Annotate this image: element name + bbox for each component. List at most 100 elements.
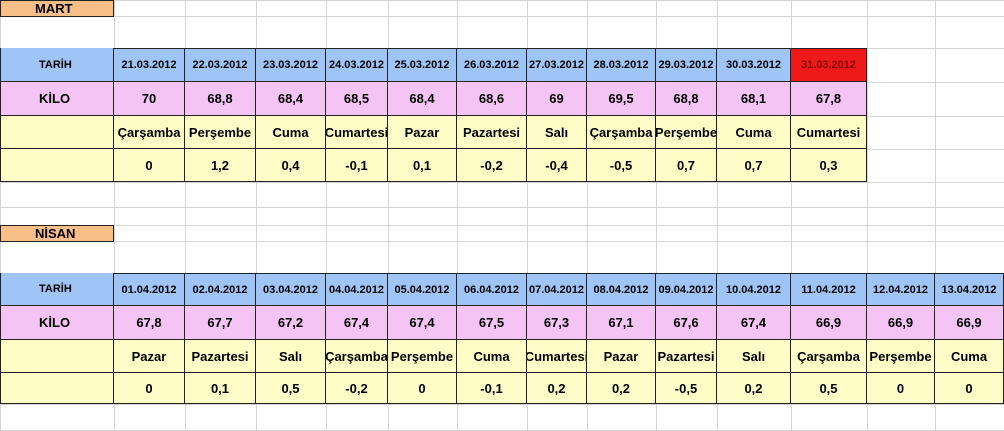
nisan-day-cell[interactable]: Cuma	[457, 340, 527, 373]
mart-date-cell[interactable]: 23.03.2012	[256, 48, 326, 82]
nisan-diff-cell[interactable]: 0,5	[791, 373, 867, 404]
mart-diff-cell[interactable]: -0,1	[326, 149, 388, 182]
nisan-diff-cell[interactable]: 0,2	[717, 373, 791, 404]
nisan-date-cell[interactable]: 03.04.2012	[256, 273, 326, 306]
mart-diff-cell[interactable]: 1,2	[185, 149, 256, 182]
nisan-day-cell[interactable]: Çarşamba	[791, 340, 867, 373]
mart-date-label[interactable]: TARİH	[0, 48, 114, 82]
mart-day-cell[interactable]: Pazar	[388, 116, 457, 149]
nisan-kilo-cell[interactable]: 67,8	[114, 306, 185, 340]
mart-date-cell-highlighted[interactable]: 31.03.2012	[791, 48, 867, 82]
mart-date-cell[interactable]: 21.03.2012	[114, 48, 185, 82]
mart-diff-cell[interactable]: -0,4	[527, 149, 587, 182]
nisan-day-cell[interactable]: Çarşamba	[326, 340, 388, 373]
nisan-kilo-cell[interactable]: 67,4	[717, 306, 791, 340]
mart-diff-cell[interactable]: 0,4	[256, 149, 326, 182]
nisan-diff-cell[interactable]: 0,1	[185, 373, 256, 404]
nisan-date-cell[interactable]: 13.04.2012	[935, 273, 1004, 306]
nisan-diff-cell[interactable]: 0,5	[256, 373, 326, 404]
nisan-date-cell[interactable]: 12.04.2012	[867, 273, 935, 306]
nisan-date-cell[interactable]: 06.04.2012	[457, 273, 527, 306]
nisan-day-cell[interactable]: Salı	[717, 340, 791, 373]
nisan-kilo-cell[interactable]: 67,4	[388, 306, 457, 340]
mart-day-cell[interactable]: Cumartesi	[791, 116, 867, 149]
nisan-kilo-cell[interactable]: 66,9	[935, 306, 1004, 340]
mart-diff-cell[interactable]: -0,5	[587, 149, 656, 182]
nisan-kilo-cell[interactable]: 67,2	[256, 306, 326, 340]
mart-day-cell[interactable]: Pazartesi	[457, 116, 527, 149]
nisan-kilo-cell[interactable]: 66,9	[791, 306, 867, 340]
mart-day-cell[interactable]: Perşembe	[185, 116, 256, 149]
mart-kilo-cell[interactable]: 69	[527, 82, 587, 116]
mart-diff-label-empty[interactable]	[0, 149, 114, 182]
mart-kilo-cell[interactable]: 68,5	[326, 82, 388, 116]
mart-day-label-empty[interactable]	[0, 116, 114, 149]
mart-day-cell[interactable]: Cuma	[717, 116, 791, 149]
mart-diff-cell[interactable]: 0	[114, 149, 185, 182]
mart-date-cell[interactable]: 25.03.2012	[388, 48, 457, 82]
nisan-diff-cell[interactable]: -0,5	[656, 373, 717, 404]
nisan-date-cell[interactable]: 10.04.2012	[717, 273, 791, 306]
nisan-kilo-cell[interactable]: 66,9	[867, 306, 935, 340]
nisan-date-cell[interactable]: 09.04.2012	[656, 273, 717, 306]
nisan-day-cell[interactable]: Perşembe	[388, 340, 457, 373]
mart-kilo-cell[interactable]: 68,8	[656, 82, 717, 116]
mart-kilo-cell[interactable]: 68,4	[256, 82, 326, 116]
nisan-date-cell[interactable]: 05.04.2012	[388, 273, 457, 306]
nisan-date-cell[interactable]: 02.04.2012	[185, 273, 256, 306]
nisan-kilo-cell[interactable]: 67,4	[326, 306, 388, 340]
mart-kilo-cell[interactable]: 70	[114, 82, 185, 116]
nisan-date-cell[interactable]: 07.04.2012	[527, 273, 587, 306]
mart-kilo-cell[interactable]: 67,8	[791, 82, 867, 116]
nisan-day-cell[interactable]: Cumartesi	[527, 340, 587, 373]
nisan-day-cell[interactable]: Pazar	[587, 340, 656, 373]
mart-day-cell[interactable]: Cuma	[256, 116, 326, 149]
mart-date-cell[interactable]: 22.03.2012	[185, 48, 256, 82]
mart-date-cell[interactable]: 26.03.2012	[457, 48, 527, 82]
nisan-diff-cell[interactable]: 0,2	[587, 373, 656, 404]
nisan-diff-cell[interactable]: 0	[114, 373, 185, 404]
nisan-kilo-label[interactable]: KİLO	[0, 306, 114, 340]
mart-kilo-label[interactable]: KİLO	[0, 82, 114, 116]
nisan-diff-cell[interactable]: -0,1	[457, 373, 527, 404]
nisan-diff-cell[interactable]: 0	[388, 373, 457, 404]
mart-date-cell[interactable]: 28.03.2012	[587, 48, 656, 82]
mart-day-cell[interactable]: Cumartesi	[326, 116, 388, 149]
mart-date-cell[interactable]: 29.03.2012	[656, 48, 717, 82]
mart-diff-cell[interactable]: 0,1	[388, 149, 457, 182]
mart-day-cell[interactable]: Çarşamba	[114, 116, 185, 149]
nisan-day-cell[interactable]: Pazartesi	[656, 340, 717, 373]
nisan-diff-cell[interactable]: -0,2	[326, 373, 388, 404]
nisan-diff-cell[interactable]: 0	[935, 373, 1004, 404]
nisan-diff-label-empty[interactable]	[0, 373, 114, 404]
nisan-date-cell[interactable]: 01.04.2012	[114, 273, 185, 306]
mart-diff-cell[interactable]: 0,7	[656, 149, 717, 182]
nisan-kilo-cell[interactable]: 67,6	[656, 306, 717, 340]
mart-day-cell[interactable]: Salı	[527, 116, 587, 149]
nisan-kilo-cell[interactable]: 67,3	[527, 306, 587, 340]
nisan-kilo-cell[interactable]: 67,7	[185, 306, 256, 340]
mart-day-cell[interactable]: Perşembe	[656, 116, 717, 149]
nisan-date-cell[interactable]: 11.04.2012	[791, 273, 867, 306]
nisan-kilo-cell[interactable]: 67,1	[587, 306, 656, 340]
nisan-day-cell[interactable]: Pazartesi	[185, 340, 256, 373]
mart-title-cell[interactable]: MART	[0, 0, 114, 17]
nisan-day-label-empty[interactable]	[0, 340, 114, 373]
mart-date-cell[interactable]: 24.03.2012	[326, 48, 388, 82]
mart-kilo-cell[interactable]: 68,8	[185, 82, 256, 116]
mart-diff-cell[interactable]: 0,7	[717, 149, 791, 182]
mart-kilo-cell[interactable]: 68,1	[717, 82, 791, 116]
nisan-diff-cell[interactable]: 0	[867, 373, 935, 404]
mart-date-cell[interactable]: 27.03.2012	[527, 48, 587, 82]
nisan-day-cell[interactable]: Perşembe	[867, 340, 935, 373]
mart-day-cell[interactable]: Çarşamba	[587, 116, 656, 149]
nisan-title-cell[interactable]: NİSAN	[0, 225, 114, 242]
mart-diff-cell[interactable]: -0,2	[457, 149, 527, 182]
nisan-day-cell[interactable]: Pazar	[114, 340, 185, 373]
nisan-day-cell[interactable]: Cuma	[935, 340, 1004, 373]
nisan-date-cell[interactable]: 04.04.2012	[326, 273, 388, 306]
nisan-date-cell[interactable]: 08.04.2012	[587, 273, 656, 306]
nisan-diff-cell[interactable]: 0,2	[527, 373, 587, 404]
nisan-day-cell[interactable]: Salı	[256, 340, 326, 373]
nisan-date-label[interactable]: TARİH	[0, 273, 114, 306]
